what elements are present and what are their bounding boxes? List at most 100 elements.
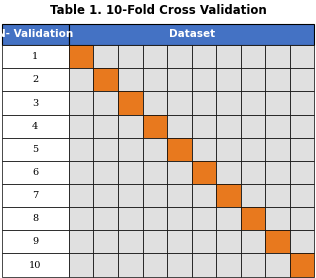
Bar [265,184,290,207]
Bar [94,230,118,254]
Bar [143,91,167,115]
Bar [290,45,314,68]
Bar [2,207,69,230]
Bar [69,91,94,115]
Bar [241,184,265,207]
Bar [290,254,314,277]
Bar [265,45,290,68]
Bar [216,45,241,68]
Text: 7: 7 [32,191,38,200]
Bar [94,138,118,161]
Bar [216,161,241,184]
Bar [191,91,216,115]
Bar [167,91,191,115]
Bar [290,115,314,138]
Text: Table 1. 10-Fold Cross Validation: Table 1. 10-Fold Cross Validation [50,4,266,17]
Bar [143,207,167,230]
Bar [69,68,94,91]
Bar [118,254,143,277]
Bar [290,230,314,254]
Bar [2,24,69,45]
Bar [118,68,143,91]
Text: 6: 6 [32,168,38,177]
Bar [94,91,118,115]
Bar [241,68,265,91]
Bar [118,161,143,184]
Bar [191,138,216,161]
Bar [191,115,216,138]
Text: Dataset: Dataset [168,29,215,39]
Bar [167,230,191,254]
Bar [216,230,241,254]
Bar [290,138,314,161]
Bar [118,207,143,230]
Bar [191,45,216,68]
Bar [118,230,143,254]
Bar [2,91,69,115]
Bar [191,184,216,207]
Bar [290,207,314,230]
Bar [2,45,69,68]
Bar [143,115,167,138]
Bar [216,138,241,161]
Bar [265,161,290,184]
Bar [143,68,167,91]
Bar [143,138,167,161]
Text: N- Validation: N- Validation [0,29,73,39]
Text: 4: 4 [32,122,38,131]
Bar [241,91,265,115]
Bar [167,68,191,91]
Bar [167,45,191,68]
Bar [290,68,314,91]
Bar [69,24,314,45]
Bar [290,184,314,207]
Bar [118,138,143,161]
Bar [265,230,290,254]
Bar [241,138,265,161]
Bar [69,207,94,230]
Bar [94,68,118,91]
Bar [241,161,265,184]
Bar [216,184,241,207]
Text: 2: 2 [32,75,38,84]
Bar [241,254,265,277]
Bar [191,207,216,230]
Text: 8: 8 [32,214,38,223]
Bar [2,138,69,161]
Bar [2,254,69,277]
Bar [69,115,94,138]
Bar [118,184,143,207]
Bar [167,207,191,230]
Text: 5: 5 [32,145,38,154]
Bar [216,254,241,277]
Bar [191,68,216,91]
Bar [94,115,118,138]
Bar [167,138,191,161]
Bar [216,115,241,138]
Bar [143,161,167,184]
Bar [2,161,69,184]
Bar [216,207,241,230]
Bar [290,161,314,184]
Bar [216,68,241,91]
Bar [69,45,94,68]
Bar [118,91,143,115]
Bar [118,45,143,68]
Text: 3: 3 [32,98,38,108]
Bar [2,184,69,207]
Bar [143,230,167,254]
Bar [290,91,314,115]
Bar [191,230,216,254]
Bar [94,184,118,207]
Bar [265,207,290,230]
Bar [94,45,118,68]
Bar [265,254,290,277]
Text: 9: 9 [32,237,38,246]
Bar [94,254,118,277]
Bar [2,230,69,254]
Bar [241,45,265,68]
Bar [94,161,118,184]
Bar [69,184,94,207]
Bar [143,184,167,207]
Bar [69,254,94,277]
